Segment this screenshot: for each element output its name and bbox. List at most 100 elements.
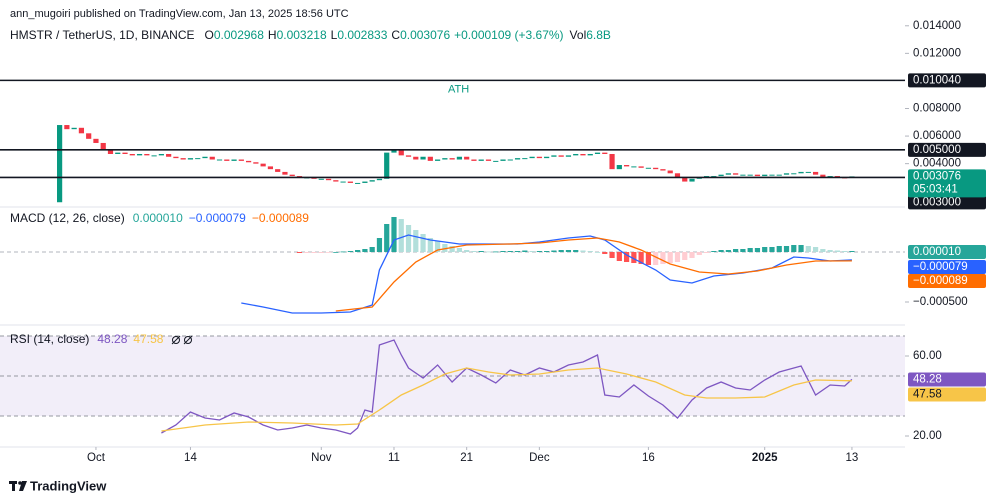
candle bbox=[398, 149, 404, 156]
y-tick-label: 0.012000 bbox=[913, 47, 961, 59]
candle bbox=[333, 180, 339, 182]
candle bbox=[616, 165, 622, 170]
candle bbox=[798, 171, 804, 174]
x-tick-label: 21 bbox=[460, 452, 473, 464]
candle bbox=[674, 173, 681, 178]
histogram-bar bbox=[384, 224, 390, 252]
last-price-bg bbox=[908, 169, 986, 198]
histogram-bar bbox=[362, 249, 368, 252]
histogram-bar bbox=[340, 251, 346, 253]
y-tick-label: −0.000500 bbox=[913, 296, 968, 308]
candle bbox=[769, 174, 775, 176]
candle bbox=[653, 167, 659, 170]
candle bbox=[442, 158, 448, 160]
candle bbox=[318, 178, 324, 180]
candle bbox=[682, 177, 688, 182]
candle bbox=[340, 181, 346, 183]
candle bbox=[325, 178, 332, 181]
candle bbox=[478, 159, 484, 161]
candle bbox=[57, 125, 63, 203]
level-label: 0.003000 bbox=[913, 196, 961, 208]
macd-last-bg bbox=[908, 260, 986, 274]
candle bbox=[631, 166, 637, 168]
candle bbox=[253, 162, 259, 164]
countdown: 05:03:41 bbox=[913, 183, 958, 195]
candle bbox=[362, 181, 368, 183]
candle bbox=[449, 158, 455, 160]
candle bbox=[529, 156, 535, 159]
histogram-bar bbox=[703, 252, 710, 253]
histogram-bar bbox=[507, 251, 513, 252]
symbol: HMSTR / TetherUS, 1D, BINANCE bbox=[10, 28, 195, 42]
histogram-bar bbox=[369, 247, 375, 252]
candle bbox=[573, 153, 579, 156]
indicator-line bbox=[161, 339, 853, 435]
histogram-bar bbox=[769, 247, 775, 252]
histogram-bar bbox=[689, 252, 695, 258]
candle bbox=[551, 155, 557, 157]
histogram-bar bbox=[565, 250, 572, 252]
histogram-bar bbox=[674, 252, 681, 262]
y-tick-label: 0.004000 bbox=[913, 158, 961, 170]
histogram-bar bbox=[842, 251, 848, 252]
x-tick-label: 13 bbox=[846, 452, 859, 464]
histogram-bar bbox=[616, 252, 622, 261]
candle bbox=[93, 138, 99, 143]
candle bbox=[180, 158, 186, 160]
candle bbox=[100, 142, 106, 150]
candle bbox=[231, 159, 237, 161]
ohlc-value: 0.002968 bbox=[214, 28, 264, 42]
candle bbox=[216, 159, 223, 161]
y-tick-label: 0.014000 bbox=[913, 20, 961, 32]
candle bbox=[202, 156, 208, 159]
candle bbox=[289, 174, 295, 177]
candle bbox=[660, 169, 666, 171]
histogram-bar bbox=[551, 250, 557, 252]
histogram-bar bbox=[711, 251, 717, 252]
candle bbox=[471, 159, 477, 161]
candle bbox=[507, 159, 513, 161]
y-tick-label: 20.00 bbox=[913, 430, 942, 442]
x-tick-label: Nov bbox=[311, 452, 332, 464]
candle bbox=[347, 181, 353, 183]
candle bbox=[602, 152, 608, 154]
histogram-bar bbox=[398, 219, 404, 252]
level-label-bg bbox=[908, 195, 986, 210]
candle bbox=[384, 152, 390, 179]
candle bbox=[558, 155, 564, 157]
candle bbox=[267, 166, 274, 170]
histogram-bar bbox=[514, 251, 521, 252]
candle bbox=[376, 178, 383, 181]
histogram-bar bbox=[733, 249, 739, 252]
signal-last-bg bbox=[908, 274, 986, 288]
brand-logo bbox=[9, 481, 27, 491]
level-label-bg bbox=[908, 73, 986, 88]
histogram-bar bbox=[783, 246, 790, 252]
histogram-bar bbox=[333, 252, 339, 253]
histogram-bar bbox=[740, 249, 746, 252]
candle bbox=[747, 174, 753, 176]
indicator-line bbox=[335, 237, 852, 312]
candle bbox=[78, 127, 85, 134]
histogram-bar bbox=[667, 252, 673, 263]
histogram-bar bbox=[558, 250, 564, 252]
histogram-bar bbox=[500, 251, 506, 252]
annotation: ATH bbox=[448, 83, 469, 95]
histogram-bar bbox=[427, 238, 433, 252]
candle bbox=[812, 171, 819, 175]
histogram-bar bbox=[471, 251, 477, 252]
histogram-bar bbox=[420, 234, 426, 252]
level-label: 0.005000 bbox=[913, 144, 961, 156]
histogram-bar bbox=[645, 252, 652, 265]
candle bbox=[405, 155, 412, 157]
histogram-bar bbox=[376, 238, 383, 252]
histogram-bar bbox=[325, 252, 332, 253]
legend-icon bbox=[172, 336, 180, 344]
histogram-bar bbox=[391, 217, 397, 252]
histogram-bar bbox=[696, 252, 702, 255]
candle bbox=[500, 159, 506, 161]
histogram-bar bbox=[456, 248, 463, 252]
candle bbox=[645, 167, 652, 169]
x-tick-label: Oct bbox=[87, 452, 106, 464]
candle bbox=[493, 160, 499, 162]
